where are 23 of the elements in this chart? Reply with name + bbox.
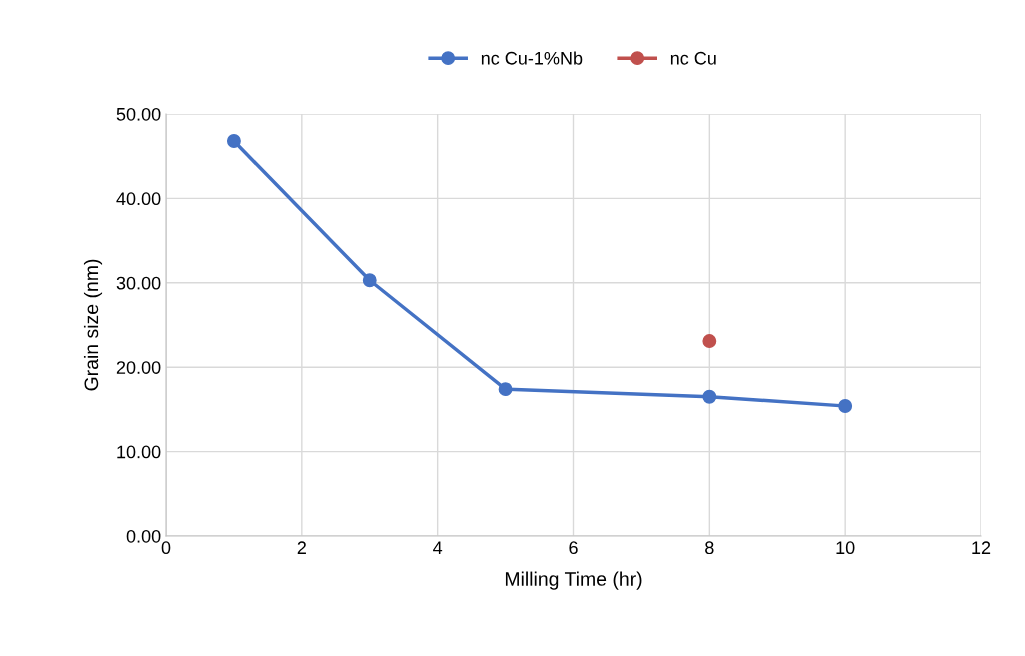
y-tick-label: 50.00: [116, 107, 161, 121]
x-tick-label: 12: [972, 541, 991, 554]
x-tick-label: 4: [433, 541, 443, 554]
y-tick-label: 20.00: [116, 361, 161, 374]
y-tick-label: 0.00: [126, 529, 161, 543]
point: [838, 399, 853, 413]
point: [498, 382, 513, 397]
point: [702, 334, 717, 348]
y-tick-label: 30.00: [116, 276, 161, 290]
x-tick-label: 0: [161, 541, 171, 555]
x-axis-title: Milling Time (hr): [505, 571, 642, 590]
x-tick-label: 6: [569, 541, 578, 555]
x-tick-label: 2: [297, 541, 306, 554]
point: [362, 273, 377, 288]
point: [226, 134, 241, 148]
y-axis-title: Grain size (nm): [83, 259, 103, 391]
x-tick-label: 8: [705, 541, 714, 555]
point: [702, 389, 717, 404]
y-tick-label: 40.00: [116, 192, 161, 206]
x-tick-label: 10: [836, 541, 855, 555]
y-tick-label: 10.00: [117, 445, 161, 459]
legend-label: nc Cu-1%Nb: [481, 51, 583, 65]
legend-label: nc Cu: [670, 51, 716, 65]
